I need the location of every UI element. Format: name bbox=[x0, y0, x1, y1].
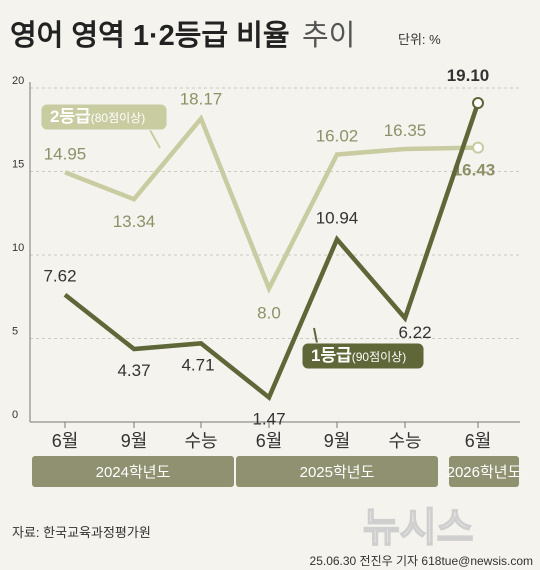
legend-pointer bbox=[313, 327, 318, 344]
data-label: 4.71 bbox=[181, 355, 214, 374]
y-tick-label: 0 bbox=[12, 409, 18, 421]
legend-label: 2등급(80점이상) bbox=[50, 107, 145, 126]
x-tick-label: 6월 bbox=[465, 431, 492, 451]
legend-box bbox=[301, 342, 425, 370]
legend-pointer bbox=[149, 129, 161, 149]
data-label: 16.43 bbox=[453, 161, 496, 180]
chart-title-bold: 영어 영역 1·2등급 비율 bbox=[10, 19, 290, 52]
credit-text: 25.06.30 전진우 기자 618tue@newsis.com bbox=[310, 554, 533, 568]
legend-box bbox=[40, 103, 168, 131]
data-label: 19.10 bbox=[447, 66, 490, 85]
data-label: 10.94 bbox=[316, 208, 359, 227]
group-bar bbox=[449, 456, 519, 487]
data-label: 13.34 bbox=[113, 212, 156, 231]
legend-label: 1등급(90점이상) bbox=[311, 346, 406, 365]
watermark-logo: 뉴시스 bbox=[363, 506, 473, 550]
source-text: 자료: 한국교육과정평가원 bbox=[12, 525, 151, 540]
data-label: 7.62 bbox=[43, 267, 76, 286]
series-line-2 bbox=[63, 102, 481, 402]
data-label: 16.02 bbox=[316, 126, 359, 145]
data-label: 6.22 bbox=[398, 323, 431, 342]
group-label: 2024학년도 bbox=[96, 464, 171, 481]
group-bars: 2024학년도 2025학년도 2026학년도 bbox=[32, 456, 522, 487]
y-tick-label: 10 bbox=[12, 242, 24, 254]
y-tick-label: 5 bbox=[12, 326, 18, 338]
legend-label-note: (90점이상) bbox=[352, 350, 406, 364]
x-tick-label: 6월 bbox=[256, 431, 283, 451]
endpoint-marker bbox=[472, 97, 484, 110]
series-line-1 bbox=[64, 114, 479, 294]
data-label: 18.17 bbox=[180, 90, 223, 109]
endpoint-marker bbox=[472, 141, 484, 154]
x-tick-label: 수능 bbox=[184, 431, 217, 451]
x-tick-label: 9월 bbox=[121, 431, 148, 451]
x-tick-label: 수능 bbox=[388, 431, 421, 451]
chart-title-light: 추이 bbox=[302, 20, 355, 52]
data-label: 14.95 bbox=[44, 144, 87, 163]
group-bar bbox=[236, 456, 438, 487]
unit-label: 단위: % bbox=[398, 32, 441, 47]
y-tick-label: 20 bbox=[12, 75, 24, 87]
group-bar bbox=[32, 456, 234, 487]
axes: 0 5 10 15 20 6월 9월 수능 6월 9월 수능 6월 bbox=[12, 75, 520, 451]
x-tick-label: 9월 bbox=[324, 431, 351, 451]
series-layer: 14.95 13.34 18.17 8.0 16.02 16.35 16.43 2등급(80점… bbox=[40, 66, 496, 428]
data-label: 8.0 bbox=[257, 303, 281, 322]
data-label: 1.47 bbox=[252, 409, 285, 428]
group-label: 2025학년도 bbox=[300, 464, 375, 481]
x-tick-label: 6월 bbox=[52, 431, 79, 451]
data-label: 16.35 bbox=[384, 121, 427, 140]
data-label: 4.37 bbox=[117, 361, 150, 380]
group-label: 2026학년도 bbox=[447, 464, 522, 481]
legend-label-bold: 1등급 bbox=[311, 346, 352, 365]
chart-title: 영어 영역 1·2등급 비율 추이 bbox=[10, 19, 355, 52]
y-tick-label: 15 bbox=[12, 159, 24, 171]
legend-label-note: (80점이상) bbox=[91, 111, 145, 125]
legend-label-bold: 2등급 bbox=[50, 107, 91, 126]
